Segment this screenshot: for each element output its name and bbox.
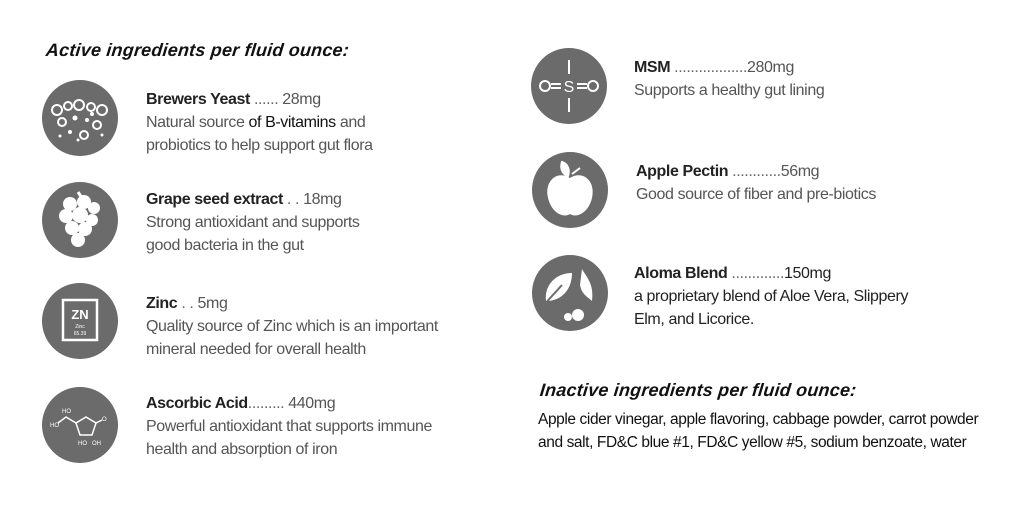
zinc-label: Zinc — [75, 324, 85, 330]
zinc-mass: 65.39 — [74, 331, 87, 337]
inactive-line: Apple cider vinegar, apple flavoring, ca… — [538, 411, 979, 428]
desc-text: health and absorption of iron — [146, 441, 338, 458]
desc-text: good bacteria in the gut — [146, 237, 304, 254]
desc-text: Strong antioxidant and supports — [146, 214, 360, 231]
grapes-icon — [42, 182, 118, 258]
active-heading: Active ingredients per fluid ounce: — [45, 40, 351, 60]
inactive-heading: Inactive ingredients per fluid ounce: — [539, 380, 858, 400]
svg-text:OH: OH — [92, 441, 101, 447]
leader-dots: ............. — [727, 265, 785, 282]
ingredient-brewers-yeast: Brewers Yeast ...... 28mg Natural source… — [146, 88, 373, 157]
ingredient-name: Ascorbic Acid — [146, 395, 248, 412]
ingredient-msm: MSM ..................280mg Supports a h… — [634, 56, 825, 102]
ingredient-name: Zinc — [146, 295, 178, 312]
desc-text: Good source of fiber and pre-biotics — [636, 186, 876, 203]
leader-dots: ...... — [249, 91, 279, 108]
ascorbic-molecule-icon: HO HO O HO OH — [42, 387, 118, 463]
svg-text:HO: HO — [50, 423, 59, 429]
zinc-element-icon: ZN Zinc 65.39 — [42, 283, 118, 359]
leader-dots: . . — [282, 191, 300, 208]
ingredient-grape-seed: Grape seed extract . . 18mg Strong antio… — [146, 188, 360, 257]
ingredient-apple-pectin: Apple Pectin ............56mg Good sourc… — [636, 160, 876, 206]
ingredient-amount: 280mg — [747, 59, 794, 76]
herbs-leaf-icon — [532, 255, 608, 331]
ingredient-name: Brewers Yeast — [146, 91, 250, 108]
svg-text:O: O — [102, 417, 107, 423]
desc-text: mineral needed for overall health — [146, 341, 366, 358]
inactive-line: and salt, FD&C blue #1, FD&C yellow #5, … — [538, 434, 967, 451]
desc-text: Quality source of Zinc which is an impor… — [146, 318, 438, 335]
ingredient-name: MSM — [634, 59, 671, 76]
ingredient-name: Apple Pectin — [636, 163, 729, 180]
desc-text: probiotics to help support gut flora — [146, 137, 373, 154]
ingredient-aloma-blend: Aloma Blend .............150mg a proprie… — [634, 262, 908, 331]
ingredient-amount: 440mg — [288, 395, 336, 412]
svg-text:S: S — [564, 79, 575, 96]
svg-text:HO: HO — [78, 441, 87, 447]
ingredient-amount: 18mg — [303, 191, 342, 208]
desc-text: Supports a healthy gut lining — [634, 82, 825, 99]
desc-text: Natural source — [146, 114, 249, 131]
ingredient-name: Aloma Blend — [634, 265, 728, 282]
leader-dots: . . — [177, 295, 194, 312]
msm-molecule-icon: S — [531, 48, 607, 124]
inactive-ingredients: Apple cider vinegar, apple flavoring, ca… — [538, 408, 998, 454]
apple-icon — [532, 152, 608, 228]
zinc-symbol: ZN — [71, 307, 88, 322]
desc-text: a proprietary blend of Aloe Vera, Slippe… — [634, 288, 909, 305]
bubbles-icon — [42, 80, 118, 156]
ingredient-amount: 5mg — [197, 295, 228, 312]
desc-text: of B-vitamins — [248, 114, 337, 131]
desc-text: Elm, and Licorice. — [634, 311, 754, 328]
leader-dots: .................. — [670, 59, 748, 76]
ingredient-amount: 150mg — [784, 265, 831, 282]
leader-dots: ............ — [728, 163, 781, 180]
ingredient-ascorbic-acid: Ascorbic Acid......... 440mg Powerful an… — [146, 392, 432, 461]
desc-text: and — [335, 114, 366, 131]
ingredient-amount: 56mg — [780, 163, 820, 180]
ingredient-amount: 28mg — [282, 91, 321, 108]
ingredient-name: Grape seed extract — [146, 191, 283, 208]
svg-text:HO: HO — [62, 409, 71, 415]
desc-text: Powerful antioxidant that supports immun… — [146, 418, 432, 435]
ingredient-zinc: Zinc . . 5mg Quality source of Zinc whic… — [146, 292, 438, 361]
leader-dots: ......... — [247, 395, 285, 412]
